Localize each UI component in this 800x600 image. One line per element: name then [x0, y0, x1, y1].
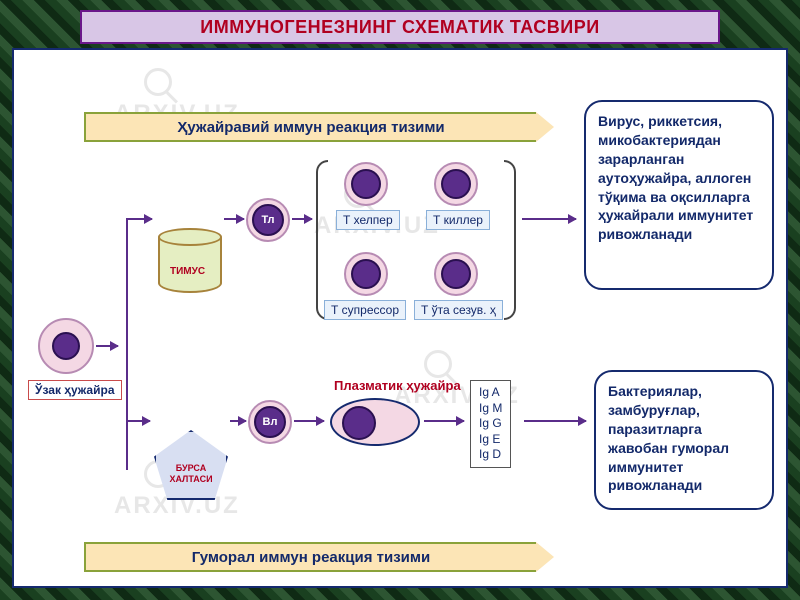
b-lymphocyte-cell: Вл	[248, 400, 292, 444]
t-helper-cell	[344, 162, 388, 206]
humoral-section-banner: Гуморал иммун реакция тизими	[84, 542, 554, 572]
t-helper-label: Т хелпер	[336, 210, 400, 230]
tl-label: Тл	[261, 214, 274, 226]
arrow	[424, 420, 464, 422]
humoral-info-box: Бактериялар, замбуруғлар, паразитларга ж…	[594, 370, 774, 510]
bursa-organ: БУРСА ХАЛТАСИ	[154, 430, 228, 500]
main-title-box: ИММУНОГЕНЕЗНИНГ СХЕМАТИК ТАСВИРИ	[80, 10, 720, 44]
bursa-label: БУРСА ХАЛТАСИ	[156, 463, 226, 485]
ig-item: Ig G	[479, 416, 502, 432]
stem-cell-label: Ўзак ҳужайра	[28, 380, 122, 400]
t-hyper-label: Т ўта сезув. ҳ	[414, 300, 503, 320]
watermark-icon	[424, 350, 452, 378]
arrow	[230, 420, 246, 422]
bracket-left	[316, 160, 328, 320]
t-hyper-cell	[434, 252, 478, 296]
ig-item: Ig M	[479, 401, 502, 417]
ig-item: Ig E	[479, 432, 502, 448]
arrow	[224, 218, 244, 220]
cellular-section-label: Ҳужайравий иммун реакция тизими	[177, 119, 444, 136]
arrow-line	[126, 218, 128, 470]
arrow	[522, 218, 576, 220]
arrow	[294, 420, 324, 422]
main-frame: ARXIV.UZ ARXIV.UZ ARXIV.UZ ARXIV.UZ Ҳужа…	[12, 48, 788, 588]
ig-item: Ig D	[479, 447, 502, 463]
bracket-right	[504, 160, 516, 320]
plasma-cell	[330, 398, 420, 446]
immunoglobulin-list: Ig A Ig M Ig G Ig E Ig D	[470, 380, 511, 468]
ig-item: Ig A	[479, 385, 502, 401]
arrow	[96, 345, 118, 347]
t-killer-label: Т киллер	[426, 210, 490, 230]
thymus-label: ТИМУС	[170, 266, 205, 277]
cellular-info-box: Вирус, риккетсия, микобактериядан зарарл…	[584, 100, 774, 290]
stem-cell	[38, 318, 94, 374]
cellular-section-banner: Ҳужайравий иммун реакция тизими	[84, 112, 554, 142]
thymus-organ: ТИМУС	[158, 228, 222, 300]
t-killer-cell	[434, 162, 478, 206]
cellular-info-text: Вирус, риккетсия, микобактериядан зарарл…	[598, 113, 753, 242]
bl-label: Вл	[263, 416, 278, 428]
arrow	[126, 218, 152, 220]
main-title-text: ИММУНОГЕНЕЗНИНГ СХЕМАТИК ТАСВИРИ	[200, 17, 599, 38]
humoral-info-text: Бактериялар, замбуруғлар, паразитларга ж…	[608, 383, 729, 493]
arrow	[292, 218, 312, 220]
t-lymphocyte-cell: Тл	[246, 198, 290, 242]
t-suppressor-label: Т супрессор	[324, 300, 406, 320]
watermark-icon	[144, 68, 172, 96]
humoral-section-label: Гуморал иммун реакция тизими	[192, 549, 430, 566]
arrow	[524, 420, 586, 422]
t-suppressor-cell	[344, 252, 388, 296]
arrow	[126, 420, 150, 422]
plasma-cell-title: Плазматик ҳужайра	[334, 378, 461, 393]
